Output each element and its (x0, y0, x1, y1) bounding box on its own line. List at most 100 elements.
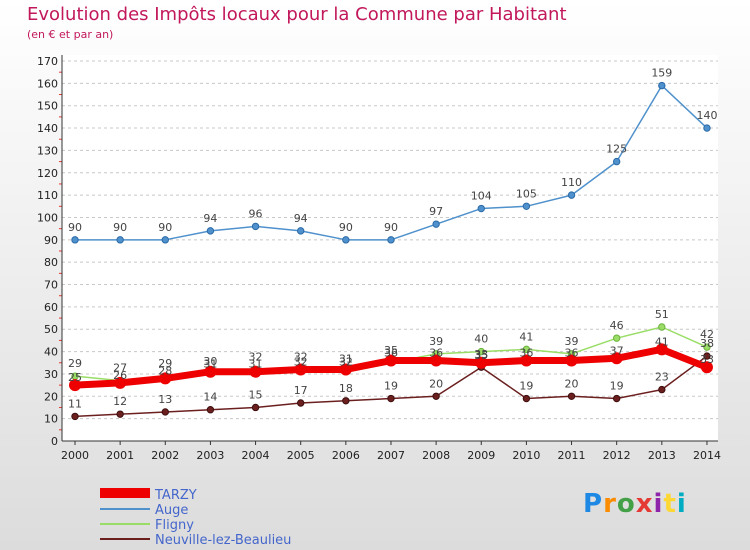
data-label-fligny: 42 (700, 328, 714, 341)
point-auge (612, 157, 621, 166)
data-label-neuville-lez-beaulieu: 18 (339, 382, 353, 395)
logo-letter: i (653, 489, 664, 519)
point-auge (297, 227, 305, 235)
data-label-auge: 90 (158, 221, 172, 234)
point-tarzy (700, 361, 713, 374)
y-tick-label: 160 (37, 77, 58, 90)
x-tick-label: 2004 (242, 449, 270, 462)
point-tarzy (69, 379, 81, 392)
point-auge (658, 81, 666, 90)
point-auge (477, 204, 485, 213)
y-tick-label: 80 (44, 256, 58, 269)
chart-subtitle: (en € et par an) (27, 28, 114, 41)
data-label-neuville-lez-beaulieu: 14 (203, 391, 217, 404)
point-fligny (658, 323, 666, 331)
data-label-tarzy: 31 (203, 358, 217, 371)
point-tarzy (294, 363, 307, 376)
point-neuville-lez-beaulieu (387, 394, 395, 403)
point-neuville-lez-beaulieu (297, 399, 305, 407)
y-tick-label: 10 (44, 413, 58, 426)
point-tarzy (384, 354, 397, 367)
point-tarzy (565, 354, 578, 367)
data-label-neuville-lez-beaulieu: 17 (294, 384, 308, 397)
data-label-auge: 90 (384, 221, 398, 234)
x-tick-label: 2014 (693, 449, 721, 462)
y-tick-label: 120 (37, 167, 58, 180)
x-tick-label: 2003 (196, 449, 224, 462)
x-tick-label: 2010 (512, 449, 540, 462)
y-tick-label: 20 (44, 390, 58, 403)
x-tick-label: 2011 (558, 449, 586, 462)
data-label-tarzy: 37 (610, 344, 624, 357)
x-tick-label: 2006 (332, 449, 360, 462)
data-label-fligny: 39 (565, 335, 579, 348)
x-tick-label: 2000 (61, 449, 89, 462)
logo-letter: t (663, 489, 677, 519)
data-label-fligny: 29 (68, 357, 82, 370)
data-label-neuville-lez-beaulieu: 33 (474, 348, 488, 361)
point-tarzy (520, 354, 533, 367)
data-label-tarzy: 31 (249, 358, 263, 371)
data-label-auge: 90 (339, 221, 353, 234)
data-label-fligny: 32 (294, 350, 308, 363)
data-label-fligny: 39 (429, 335, 443, 348)
data-label-neuville-lez-beaulieu: 19 (519, 380, 533, 393)
data-label-auge: 94 (294, 212, 308, 225)
legend-label-auge: Auge (155, 503, 188, 518)
y-tick-label: 50 (44, 323, 58, 336)
point-neuville-lez-beaulieu (71, 412, 79, 421)
y-tick-label: 140 (37, 122, 58, 135)
x-tick-label: 2001 (106, 449, 134, 462)
data-label-tarzy: 32 (339, 355, 353, 368)
point-neuville-lez-beaulieu (116, 410, 124, 418)
logo-letter: r (603, 489, 617, 519)
x-tick-label: 2008 (422, 449, 450, 462)
x-tick-label: 2002 (151, 449, 179, 462)
data-label-neuville-lez-beaulieu: 20 (429, 377, 443, 390)
point-neuville-lez-beaulieu (522, 394, 531, 403)
logo-letter: P (583, 489, 604, 519)
y-tick-label: 0 (51, 435, 58, 448)
point-auge (116, 236, 124, 244)
point-neuville-lez-beaulieu (658, 385, 666, 394)
data-label-auge: 90 (68, 221, 82, 234)
point-tarzy (114, 376, 127, 389)
proxiti-logo: Proxiti (583, 489, 687, 519)
data-label-auge: 140 (696, 109, 717, 122)
data-label-auge: 159 (651, 67, 672, 80)
point-fligny (703, 343, 711, 351)
data-label-tarzy: 28 (158, 364, 172, 377)
y-tick-label: 60 (44, 301, 58, 314)
point-tarzy (610, 352, 623, 365)
legend-swatch-tarzy (100, 488, 150, 498)
y-tick-label: 110 (37, 189, 58, 202)
data-label-auge: 96 (249, 207, 263, 220)
point-fligny (522, 345, 531, 354)
point-auge (432, 220, 440, 228)
data-label-tarzy: 26 (113, 369, 127, 382)
point-auge (387, 236, 395, 244)
chart-title: Evolution des Impôts locaux pour la Comm… (27, 4, 567, 25)
point-neuville-lez-beaulieu (432, 392, 440, 400)
data-label-fligny: 40 (474, 333, 488, 346)
data-label-auge: 125 (606, 143, 627, 156)
y-tick-label: 130 (37, 144, 58, 157)
y-tick-label: 30 (44, 368, 58, 381)
point-fligny (612, 334, 621, 342)
data-label-tarzy: 36 (429, 347, 443, 360)
data-label-auge: 97 (429, 205, 443, 218)
point-neuville-lez-beaulieu (612, 394, 621, 403)
legend-label-tarzy: TARZY (154, 488, 197, 503)
x-tick-label: 2005 (287, 449, 315, 462)
point-tarzy (204, 365, 217, 378)
data-label-auge: 104 (471, 190, 492, 203)
point-neuville-lez-beaulieu (703, 352, 711, 360)
data-label-fligny: 31 (339, 353, 353, 366)
legend-label-fligny: Fligny (155, 518, 194, 533)
data-label-neuville-lez-beaulieu: 12 (113, 395, 127, 408)
point-auge (206, 227, 215, 235)
x-tick-label: 2012 (603, 449, 631, 462)
x-tick-label: 2007 (377, 449, 405, 462)
